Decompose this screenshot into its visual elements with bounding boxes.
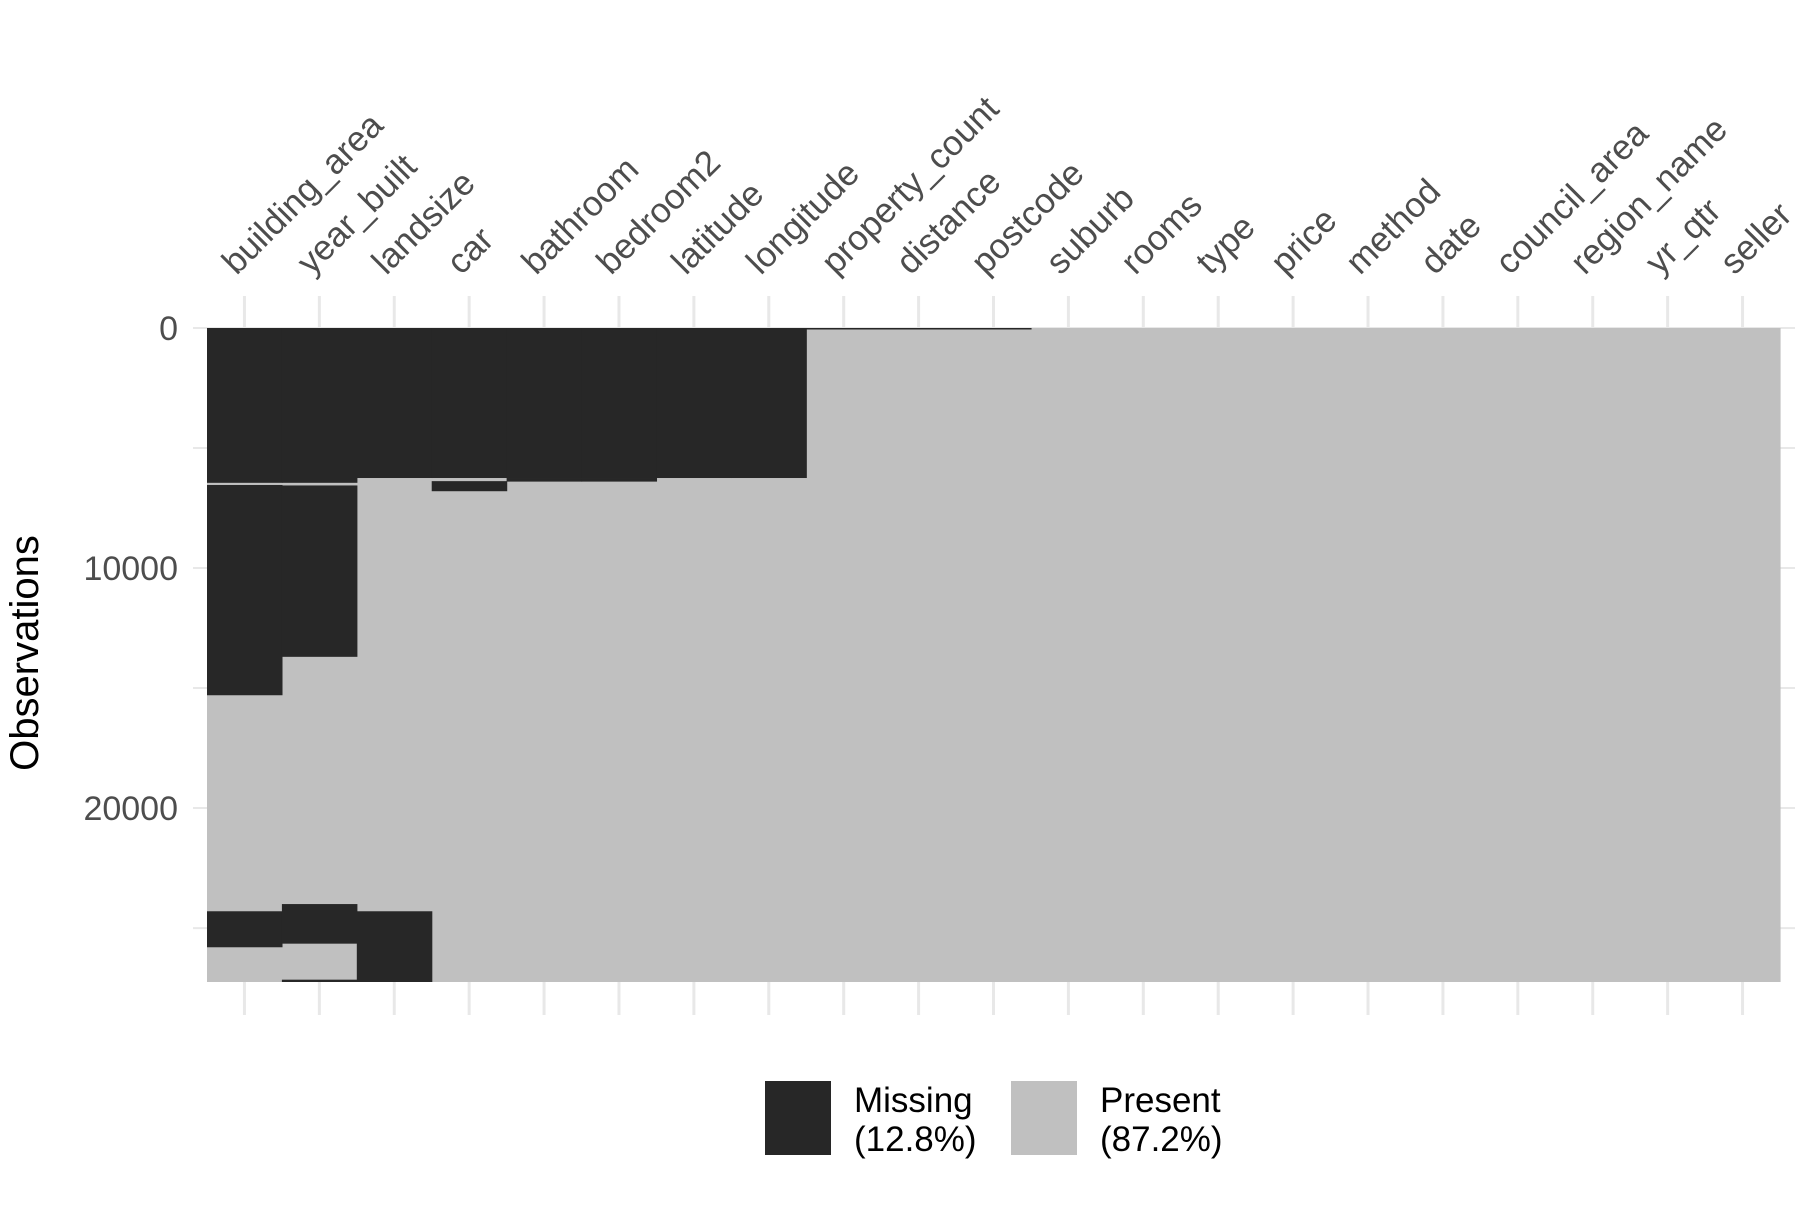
missing-cell-distance bbox=[881, 328, 957, 330]
missing-cell-building_area bbox=[207, 484, 283, 696]
x-tick-label: seller bbox=[1713, 195, 1800, 282]
missing-cell-landsize bbox=[356, 911, 433, 982]
present-cell-seller bbox=[1705, 328, 1781, 982]
legend: Missing(12.8%) Present(87.2%) bbox=[765, 1081, 1223, 1159]
present-cell-yr_qtr bbox=[1630, 328, 1706, 982]
legend-percent: (87.2%) bbox=[1100, 1120, 1223, 1159]
legend-swatch-missing bbox=[765, 1081, 831, 1155]
present-cell-method bbox=[1330, 328, 1407, 982]
cells-layer bbox=[207, 328, 1781, 982]
missing-cell-year_built bbox=[281, 904, 358, 944]
y-tick-label: 10000 bbox=[83, 550, 178, 588]
missing-cell-bedroom2 bbox=[581, 328, 658, 479]
y-axis-title: Observations bbox=[3, 535, 47, 771]
present-cell-distance bbox=[881, 328, 957, 982]
y-tick-labels: 0 10000 20000 bbox=[83, 310, 178, 828]
present-cell-region_name bbox=[1555, 328, 1631, 982]
y-tick-label: 20000 bbox=[83, 790, 178, 828]
x-tick-label: car bbox=[439, 219, 501, 281]
missing-cell-bathroom bbox=[506, 478, 583, 482]
missing-cell-year_built bbox=[281, 328, 358, 483]
missing-cell-year_built bbox=[281, 485, 358, 657]
missing-cell-car bbox=[431, 328, 508, 479]
missing-cell-building_area bbox=[207, 911, 283, 948]
legend-swatch-present bbox=[1011, 1081, 1077, 1155]
present-cell-rooms bbox=[1105, 328, 1182, 982]
missing-cell-car bbox=[431, 481, 508, 492]
legend-item-missing: Missing(12.8%) bbox=[765, 1081, 977, 1159]
missing-cell-latitude bbox=[656, 328, 732, 479]
missing-cell-bedroom2 bbox=[581, 478, 658, 482]
present-cell-price bbox=[1255, 328, 1332, 982]
legend-label: Present bbox=[1100, 1081, 1221, 1120]
present-cell-date bbox=[1405, 328, 1481, 982]
present-cell-type bbox=[1180, 328, 1257, 982]
present-cell-postcode bbox=[956, 328, 1032, 982]
y-tick-label: 0 bbox=[159, 310, 178, 348]
present-cell-suburb bbox=[1030, 328, 1107, 982]
legend-item-present: Present(87.2%) bbox=[1011, 1081, 1223, 1159]
present-cell-property_count bbox=[806, 328, 882, 982]
x-tick-label: price bbox=[1263, 200, 1344, 281]
missing-cell-year_built bbox=[281, 979, 358, 982]
legend-label: Missing bbox=[854, 1081, 973, 1120]
missing-cell-building_area bbox=[207, 328, 283, 483]
missing-cell-longitude bbox=[731, 328, 807, 479]
missing-cell-postcode bbox=[956, 328, 1032, 330]
missing-cell-bathroom bbox=[506, 328, 583, 479]
missing-cell-property_count bbox=[806, 328, 882, 330]
legend-percent: (12.8%) bbox=[854, 1120, 977, 1159]
missing-cell-landsize bbox=[356, 328, 433, 479]
present-cell-council_area bbox=[1480, 328, 1556, 982]
